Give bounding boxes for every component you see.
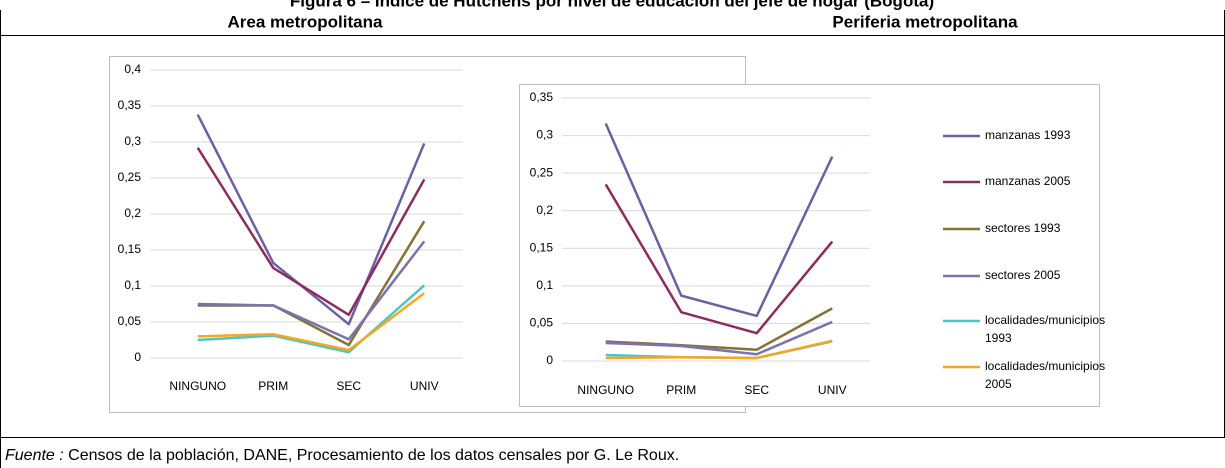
legend-label: sectores 1993 bbox=[985, 221, 1061, 235]
y-tick-label: 0,15 bbox=[118, 242, 142, 256]
source-label: Fuente : bbox=[5, 447, 64, 464]
x-tick-label: NINGUNO bbox=[577, 383, 634, 397]
series-line bbox=[604, 183, 834, 335]
y-tick-label: 0,3 bbox=[536, 128, 553, 142]
y-tick-label: 0,15 bbox=[530, 240, 554, 254]
panel-title: Periferia metropolitana bbox=[832, 12, 1018, 31]
x-tick-label: SEC bbox=[744, 383, 769, 397]
series-line bbox=[604, 123, 834, 318]
x-tick-label: UNIV bbox=[410, 379, 439, 393]
x-tick-label: UNIV bbox=[818, 383, 847, 397]
series-line bbox=[605, 320, 833, 356]
legend-label: manzanas 2005 bbox=[985, 174, 1071, 188]
y-tick-label: 0,25 bbox=[530, 165, 554, 179]
y-tick-label: 0,05 bbox=[118, 314, 142, 328]
series-line bbox=[197, 292, 426, 352]
series-line bbox=[197, 284, 426, 354]
series-line bbox=[197, 240, 426, 341]
legend-label: localidades/municipios 1993 bbox=[985, 313, 1105, 345]
x-tick-label: SEC bbox=[336, 379, 361, 393]
y-tick-label: 0 bbox=[134, 350, 141, 364]
legend-line: 2005 bbox=[985, 377, 1012, 391]
legend-label: localidades/municipios 2005 bbox=[985, 359, 1105, 391]
series-line bbox=[196, 147, 426, 317]
source: Censos de la población, DANE, Procesamie… bbox=[68, 447, 679, 464]
y-tick-label: 0,4 bbox=[124, 62, 141, 76]
y-tick-label: 0,25 bbox=[118, 170, 142, 184]
legend-label: manzanas 1993 bbox=[985, 128, 1071, 142]
chart-area bbox=[519, 84, 1100, 407]
x-tick-label: NINGUNO bbox=[169, 379, 226, 393]
source-line: Fuente : Censos de la población, DANE, P… bbox=[5, 447, 679, 464]
x-tick-label: PRIM bbox=[258, 379, 288, 393]
y-tick-label: 0,1 bbox=[124, 278, 141, 292]
legend-label: sectores 2005 bbox=[985, 268, 1061, 282]
series-line bbox=[196, 114, 426, 326]
legend-line: localidades/municipios bbox=[985, 313, 1105, 327]
y-tick-label: 0,35 bbox=[530, 90, 554, 104]
legend-line: localidades/municipios bbox=[985, 359, 1105, 373]
x-tick-label: PRIM bbox=[666, 383, 696, 397]
panel-title: Area metropolitana bbox=[228, 12, 383, 31]
y-tick-label: 0,1 bbox=[536, 278, 553, 292]
y-tick-label: 0 bbox=[546, 353, 553, 367]
y-tick-label: 0,35 bbox=[118, 98, 142, 112]
figure-title: Figura 6 – Índice de Hutchens por nivel … bbox=[290, 0, 934, 10]
y-tick-label: 0,2 bbox=[124, 206, 141, 220]
series-line bbox=[605, 339, 833, 360]
y-tick-label: 0,3 bbox=[124, 134, 141, 148]
y-tick-label: 0,2 bbox=[536, 203, 553, 217]
y-tick-label: 0,05 bbox=[530, 316, 554, 330]
legend-line: 1993 bbox=[985, 331, 1012, 345]
